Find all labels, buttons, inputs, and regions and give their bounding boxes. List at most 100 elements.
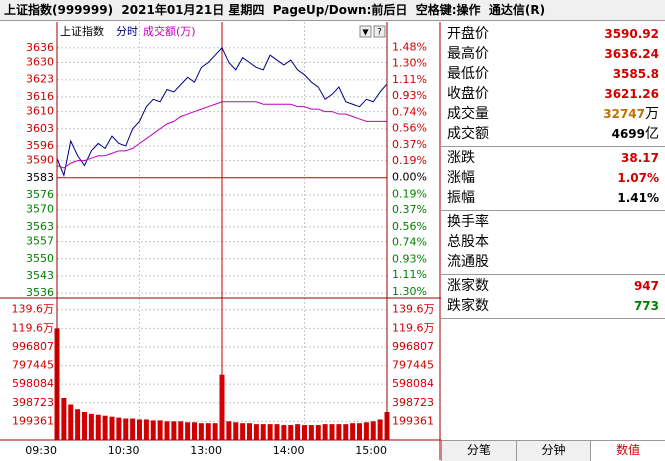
volume-bar [253,424,259,440]
value-number: 773 [633,299,659,313]
info-value: 3621.26 [604,84,659,104]
info-row: 涨跌 38.17 [447,148,659,168]
y-tick-label: 3603 [26,122,54,135]
volume-bar [205,423,211,440]
y-tick-label: 797445 [392,359,434,372]
volume-bar [295,424,301,440]
volume-bar [308,425,314,440]
separator [441,210,665,211]
info-row: 振幅 1.41% [447,188,659,208]
volume-bar [260,424,266,440]
y-tick-label: 3590 [26,154,54,167]
y-tick-label: 996807 [392,340,434,353]
volume-bar [137,419,142,440]
volume-bar [178,421,184,440]
separator [441,146,665,147]
y2-tick-label: 0.93% [392,252,427,265]
info-label: 换手率 [447,214,489,230]
dropdown-icon: ▼ [362,28,369,37]
info-label: 成交量 [447,106,489,122]
y-tick-label: 3583 [26,171,54,184]
volume-bar [102,415,108,440]
volume-bar [357,423,362,440]
info-value: 32747万 [603,104,659,124]
value-number: 1.41% [617,191,659,205]
info-label: 成交额 [447,126,489,142]
y-tick-label: 3636 [26,41,54,54]
tab[interactable]: 分钟 [515,441,591,461]
volume-bar [88,413,94,440]
value-number: 1.07% [617,171,659,185]
value-number: 3590.92 [604,27,659,41]
x-tick-label: 14:00 [273,444,305,457]
y2-tick-label: 0.56% [392,220,427,233]
volume-bar [198,423,204,440]
info-row: 成交额 4699亿 [447,124,659,144]
volume-bar [267,424,273,440]
volume-bar [82,412,87,440]
chart: 上证指数 分时 成交额(万) ▼ ? 3636 3630 3623 3616 3610 3… [0,22,441,460]
info-row: 收盘价 3621.26 [447,84,659,104]
info-row: 开盘价 3590.92 [447,24,659,44]
y2-tick-label: 0.93% [392,89,427,102]
y-tick-label: 598084 [392,377,434,390]
info-value: 4699亿 [612,124,659,144]
volume-bar [164,421,170,440]
x-tick-label: 15:00 [355,444,387,457]
y2-tick-label: 1.11% [392,73,427,86]
y-tick-label: 398723 [392,396,434,409]
y-tick-label: 996807 [12,340,54,353]
y-tick-label: 139.6万 [392,303,435,316]
x-tick-label: 09:30 [25,444,57,457]
volume-bar [240,423,246,440]
info-row: 最低价 3585.8 [447,64,659,84]
info-label: 收盘价 [447,86,489,102]
y-tick-label: 3616 [26,90,54,103]
y2-tick-label: 1.11% [392,268,427,281]
value-number: 947 [633,279,659,293]
info-row: 涨幅 1.07% [447,168,659,188]
tab[interactable]: 数值 [590,441,665,461]
legend-entry[interactable]: 分时 [116,25,138,38]
dropdown-button[interactable] [359,25,372,38]
y-tick-label: 3543 [26,269,54,282]
x-tick-label: 13:00 [190,444,222,457]
y2-tick-label: 0.74% [392,106,427,119]
separator [441,318,665,319]
tab[interactable]: 分笔 [441,441,516,461]
value-number: 4699 [611,127,645,141]
volume-bar [68,404,74,440]
value-number: 3585.8 [612,67,659,81]
y2-tick-label: 0.19% [392,154,427,167]
info-label: 最高价 [447,46,489,62]
volume-bar [350,423,356,440]
help-button[interactable] [373,25,386,38]
tab-bar: 分笔 分钟 数值 [441,440,665,461]
legend-entry[interactable]: 成交额(万) [143,24,196,38]
value-number: 38.17 [621,151,659,165]
volume-bar [130,418,136,440]
info-row: 最高价 3636.24 [447,44,659,64]
y-tick-label: 119.6万 [12,321,55,334]
info-label: 跌家数 [447,298,489,314]
volume-bar [61,398,67,440]
x-tick-label: 10:30 [108,444,140,457]
y-tick-label: 3536 [26,286,54,299]
y-tick-label: 3563 [26,220,54,233]
chart-title: 上证指数 [60,24,104,38]
info-value: 773 [634,296,659,316]
volume-bar [370,421,376,440]
value-number: 3621.26 [604,87,659,101]
info-row: 涨家数 947 [447,276,659,296]
y2-tick-label: 0.00% [392,171,427,184]
y-tick-label: 3630 [26,56,54,69]
volume-bar [247,423,252,440]
volume-bar [95,414,101,440]
value-unit: 万 [645,106,659,122]
y-tick-label: 139.6万 [12,303,55,316]
price-line [56,46,388,178]
info-panel: 开盘价 3590.92 最高价 3636.24 最低价 3585.8 收盘价 3621.26 成… [441,22,665,440]
y-tick-label: 119.6万 [392,321,435,334]
y-tick-label: 3550 [26,252,54,265]
